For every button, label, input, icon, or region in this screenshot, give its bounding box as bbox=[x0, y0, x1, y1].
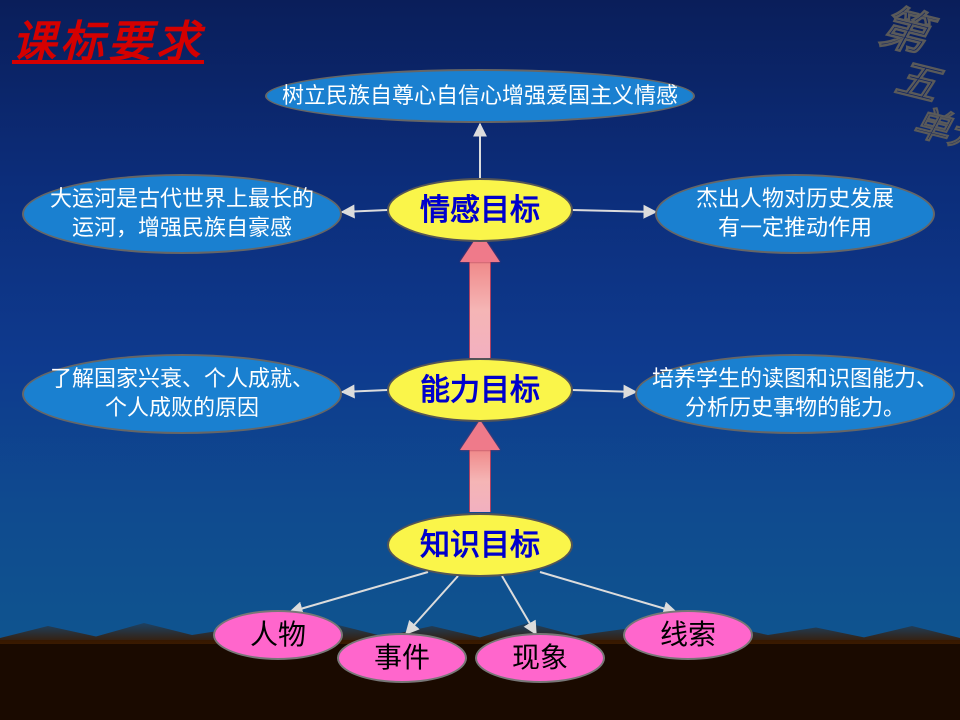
node-zhishi: 知识目标 bbox=[387, 513, 573, 577]
big-arrow-0 bbox=[460, 232, 500, 358]
node-nengli: 能力目标 bbox=[387, 358, 573, 422]
node-top: 树立民族自尊心自信心增强爱国主义情感 bbox=[265, 69, 695, 123]
big-arrow-1 bbox=[460, 420, 500, 512]
node-left1: 大运河是古代世界上最长的 运河，增强民族自豪感 bbox=[22, 174, 342, 254]
node-xiansuo: 线索 bbox=[623, 610, 753, 660]
slide-stage: 课标要求 第 五 单元 情感目标能力目标知识目标 树立民族自尊心自信心增强爱国主义… bbox=[0, 0, 960, 720]
unit-badge-line: 单元 bbox=[910, 104, 960, 156]
node-right1: 杰出人物对历史发展 有一定推动作用 bbox=[655, 174, 935, 254]
node-right2: 培养学生的读图和识图能力、 分析历史事物的能力。 bbox=[635, 354, 955, 434]
node-xianxiang: 现象 bbox=[475, 633, 605, 683]
slide-title: 课标要求 bbox=[12, 6, 204, 70]
node-left2: 了解国家兴衰、个人成就、 个人成败的原因 bbox=[22, 354, 342, 434]
node-qinggan: 情感目标 bbox=[387, 178, 573, 242]
node-shijian: 事件 bbox=[337, 633, 467, 683]
node-renwu: 人物 bbox=[213, 610, 343, 660]
unit-badge: 第 五 单元 bbox=[856, 3, 956, 143]
